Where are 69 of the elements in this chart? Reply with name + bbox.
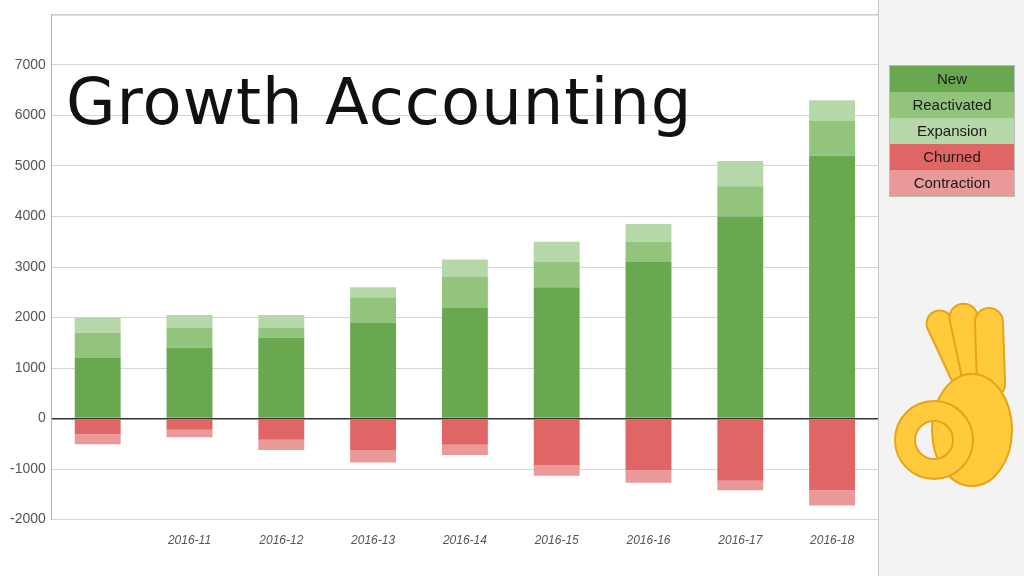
text: Contraction bbox=[890, 170, 1014, 196]
bar bbox=[350, 287, 397, 298]
text: Churned bbox=[890, 144, 1014, 170]
bar bbox=[809, 120, 856, 156]
y-tick-label: -2000 bbox=[9, 510, 47, 527]
bar bbox=[717, 480, 764, 491]
bar bbox=[625, 470, 672, 483]
bar bbox=[350, 450, 397, 463]
y-tick-label: 2000 bbox=[14, 308, 47, 325]
x-tick-label: 2016-16 bbox=[625, 533, 671, 548]
x-tick-label: 2016-17 bbox=[717, 533, 764, 548]
bar bbox=[717, 186, 764, 217]
y-tick-label: 3000 bbox=[14, 257, 47, 274]
y-tick-label: 4000 bbox=[14, 207, 47, 224]
y-tick-label: 6000 bbox=[14, 106, 47, 123]
bar bbox=[74, 419, 121, 435]
bar bbox=[533, 465, 580, 476]
bar bbox=[717, 216, 764, 418]
bar bbox=[441, 259, 488, 278]
bar bbox=[809, 100, 856, 121]
bar bbox=[533, 419, 580, 466]
bar bbox=[74, 317, 121, 333]
y-tick-label: 7000 bbox=[14, 55, 47, 72]
bar bbox=[166, 327, 213, 348]
y-tick-label: 5000 bbox=[14, 156, 47, 173]
x-tick-label: 2016-14 bbox=[441, 533, 488, 548]
bar bbox=[166, 429, 213, 438]
bar bbox=[717, 419, 764, 481]
bar bbox=[809, 419, 856, 491]
bar bbox=[258, 314, 305, 328]
bar bbox=[625, 261, 672, 418]
bar bbox=[625, 224, 672, 242]
bar bbox=[441, 307, 488, 418]
bar bbox=[74, 357, 121, 418]
bar bbox=[166, 314, 213, 328]
bar bbox=[258, 337, 305, 418]
x-tick-label: 2016-12 bbox=[258, 533, 304, 548]
x-tick-label: 2016-15 bbox=[533, 533, 580, 548]
text: New bbox=[890, 66, 1014, 92]
bar bbox=[74, 434, 121, 445]
text: Growth Accounting bbox=[66, 64, 693, 140]
bar bbox=[717, 160, 764, 187]
bar bbox=[809, 155, 856, 418]
bar bbox=[166, 347, 213, 418]
text: Reactivated bbox=[890, 92, 1014, 118]
bar bbox=[74, 332, 121, 358]
bar bbox=[809, 490, 856, 506]
bar bbox=[441, 419, 488, 445]
text: Expansion bbox=[890, 118, 1014, 144]
bar bbox=[258, 419, 305, 440]
bar bbox=[625, 419, 672, 471]
bar bbox=[533, 241, 580, 262]
bar bbox=[258, 327, 305, 338]
bar bbox=[533, 287, 580, 418]
y-tick-label: -1000 bbox=[9, 459, 47, 476]
x-tick-label: 2016-18 bbox=[809, 533, 855, 548]
bar bbox=[166, 419, 213, 430]
x-tick-label: 2016-13 bbox=[350, 533, 396, 548]
bar bbox=[441, 277, 488, 308]
bar bbox=[441, 444, 488, 455]
bar bbox=[350, 419, 397, 451]
bar bbox=[625, 241, 672, 262]
y-tick-label: 1000 bbox=[14, 358, 47, 375]
bar bbox=[533, 261, 580, 288]
x-tick-label: 2016-11 bbox=[166, 533, 212, 548]
bar bbox=[350, 297, 397, 323]
bar bbox=[350, 322, 397, 418]
y-tick-label: 0 bbox=[38, 409, 47, 426]
bar bbox=[258, 439, 305, 450]
